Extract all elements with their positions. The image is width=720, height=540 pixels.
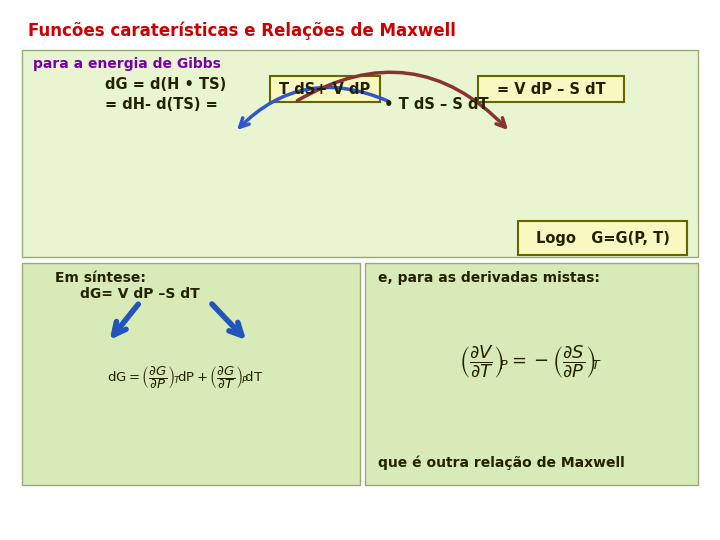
FancyArrowPatch shape [240, 87, 387, 127]
Text: Logo   G=G(P, T): Logo G=G(P, T) [536, 231, 670, 246]
Text: para a energia de Gibbs: para a energia de Gibbs [33, 57, 221, 71]
FancyArrowPatch shape [212, 304, 242, 335]
FancyBboxPatch shape [270, 76, 380, 102]
Text: Funcões caraterísticas e Relações de Maxwell: Funcões caraterísticas e Relações de Max… [28, 22, 456, 40]
FancyBboxPatch shape [22, 263, 360, 485]
Text: dG= V dP –S dT: dG= V dP –S dT [80, 287, 199, 301]
FancyBboxPatch shape [365, 263, 698, 485]
Text: Em síntese:: Em síntese: [55, 271, 146, 285]
Text: T dS+ V dP: T dS+ V dP [279, 82, 371, 97]
FancyArrowPatch shape [114, 304, 138, 335]
Text: $\mathrm{dG} = \left(\dfrac{\partial G}{\partial P}\right)_{\!T}\!\mathrm{dP} + : $\mathrm{dG} = \left(\dfrac{\partial G}{… [107, 364, 264, 391]
Text: e, para as derivadas mistas:: e, para as derivadas mistas: [378, 271, 600, 285]
Text: dG = d(H • TS): dG = d(H • TS) [105, 77, 226, 92]
Text: $\left(\dfrac{\partial V}{\partial T}\right)_{\!\!P} = -\left(\dfrac{\partial S}: $\left(\dfrac{\partial V}{\partial T}\ri… [459, 343, 603, 381]
FancyArrowPatch shape [297, 72, 505, 127]
Text: = dH- d(TS) =: = dH- d(TS) = [105, 97, 217, 112]
Text: = V dP – S dT: = V dP – S dT [497, 82, 606, 97]
FancyBboxPatch shape [478, 76, 624, 102]
Text: que é outra relação de Maxwell: que é outra relação de Maxwell [378, 455, 625, 469]
Text: • T dS – S dT: • T dS – S dT [379, 97, 489, 112]
FancyBboxPatch shape [22, 50, 698, 257]
FancyBboxPatch shape [518, 221, 687, 255]
